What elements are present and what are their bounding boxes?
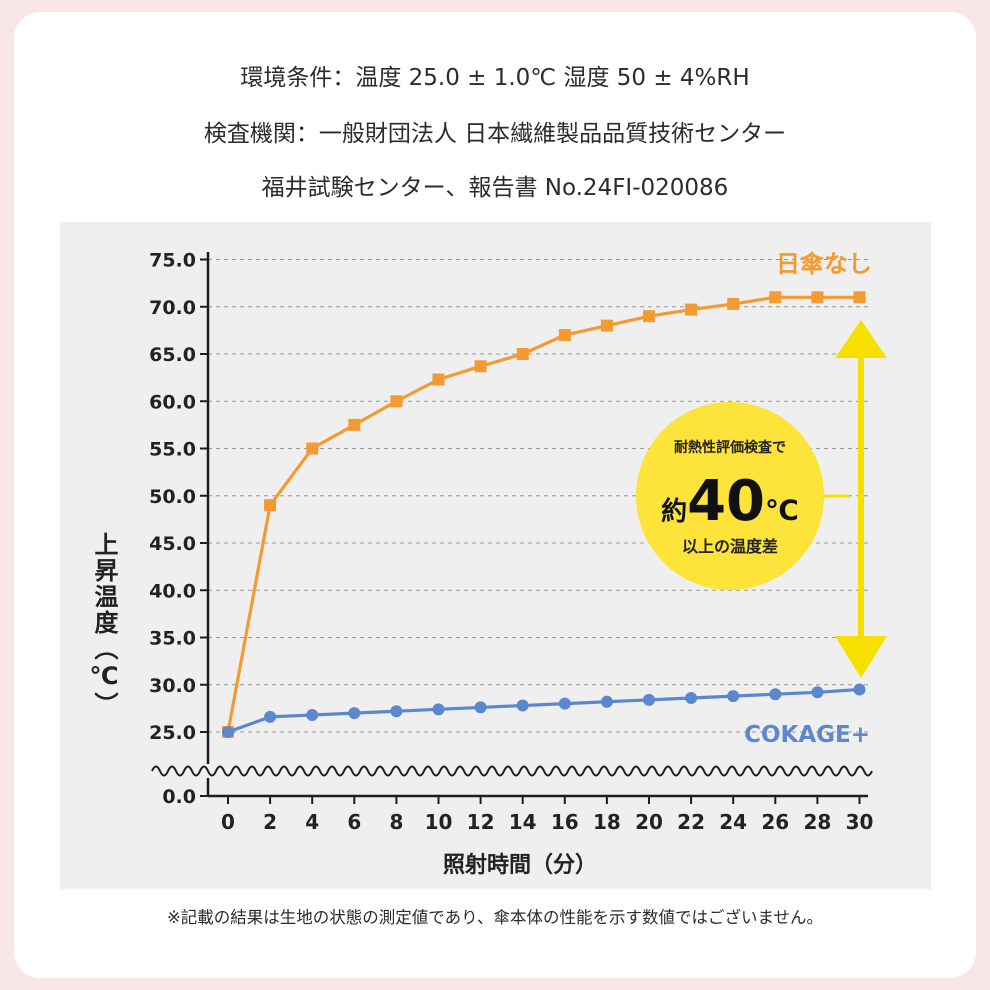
data-point: [474, 701, 487, 714]
data-point: [516, 699, 529, 712]
series-label-no-umbrella: 日傘なし: [776, 250, 872, 278]
data-point: [264, 499, 277, 512]
y-axis-label: 上昇温度（℃）: [90, 532, 118, 718]
data-point: [474, 360, 487, 373]
series-label-cokage: COKAGE+: [744, 722, 870, 748]
data-point: [769, 291, 782, 304]
x-tick-label: 30: [846, 810, 874, 834]
data-point: [306, 708, 319, 721]
callout-value: 約40℃: [661, 469, 799, 534]
difference-arrow-shaft: [858, 352, 864, 642]
x-tick-label: 4: [305, 810, 319, 834]
footnote: ※記載の結果は生地の状態の測定値であり、傘本体の性能を示す数値ではございません。: [166, 908, 823, 927]
data-point: [390, 395, 403, 408]
x-tick-label: 12: [467, 810, 495, 834]
x-tick-label: 8: [389, 810, 403, 834]
y-tick-label: 50.0: [149, 486, 196, 508]
y-tick-label: 55.0: [149, 439, 196, 461]
callout-badge: [636, 402, 824, 590]
data-point: [727, 690, 740, 703]
report-number: 福井試験センター、報告書 No.24FI-020086: [261, 175, 729, 201]
data-point: [264, 710, 277, 723]
x-tick-label: 14: [509, 810, 537, 834]
series-line-0: [226, 295, 860, 733]
x-tick-label: 28: [803, 810, 831, 834]
data-point: [853, 291, 866, 304]
chart-panel: 0.0 25.0 30.0 35.0 40.0 45.0 50.0 55.0 60.0 65.0 7…: [60, 222, 931, 889]
y-tick-label: 45.0: [149, 533, 196, 555]
callout-number: 40: [687, 469, 765, 534]
data-point: [769, 688, 782, 701]
data-point: [811, 291, 824, 304]
x-tick-label: 10: [425, 810, 453, 834]
y-tick-label: 40.0: [149, 580, 196, 602]
data-point: [685, 303, 698, 316]
data-point: [558, 329, 571, 342]
callout-prefix: 約: [661, 496, 687, 527]
data-point: [558, 697, 571, 710]
x-tick-label: 18: [593, 810, 621, 834]
data-point: [853, 683, 866, 696]
data-point: [222, 726, 234, 738]
environment-conditions: 環境条件：温度 25.0 ± 1.0℃ 湿度 50 ± 4%RH: [240, 65, 750, 91]
testing-organization: 検査機関：一般財団法人 日本繊維製品品質技術センター: [203, 121, 787, 147]
y-tick-label: 60.0: [149, 391, 196, 413]
x-tick-label: 2: [263, 810, 277, 834]
temperature-chart: 0.0 25.0 30.0 35.0 40.0 45.0 50.0 55.0 60.0 65.0 7…: [90, 250, 887, 878]
data-point: [432, 373, 445, 386]
x-tick-label: 6: [347, 810, 361, 834]
data-point: [811, 686, 824, 699]
data-point: [306, 442, 319, 455]
y-tick-label: 30.0: [149, 675, 196, 697]
difference-arrow-up-head: [835, 320, 887, 358]
x-tick-label: 16: [551, 810, 579, 834]
y-tick-label: 0.0: [162, 786, 196, 808]
data-point: [348, 418, 361, 431]
data-point: [600, 319, 613, 332]
data-point: [432, 703, 445, 716]
x-tick-label: 22: [677, 810, 705, 834]
y-tick-label: 70.0: [149, 297, 196, 319]
y-tick-label: 35.0: [149, 628, 196, 650]
data-point: [643, 693, 655, 706]
x-tick-label: 24: [719, 810, 747, 834]
data-point: [390, 705, 403, 718]
callout-line1: 耐熱性評価検査で: [674, 439, 786, 456]
data-point: [348, 707, 361, 720]
x-axis-label: 照射時間（分）: [443, 852, 597, 878]
data-point: [600, 695, 613, 708]
y-tick-label: 75.0: [149, 250, 196, 272]
difference-arrow-down-head: [835, 636, 887, 678]
data-point: [727, 297, 740, 310]
callout-line3: 以上の温度差: [682, 537, 778, 556]
series-line-1: [227, 687, 860, 734]
data-point: [516, 348, 529, 360]
callout-unit: ℃: [765, 494, 799, 527]
y-tick-label: 65.0: [149, 344, 196, 366]
axis-break-wave: [151, 765, 873, 777]
data-point: [685, 691, 698, 704]
x-tick-label: 26: [761, 810, 789, 834]
x-tick-label: 0: [221, 810, 235, 834]
data-point: [643, 310, 655, 323]
y-tick-label: 25.0: [149, 722, 196, 744]
x-tick-label: 20: [635, 810, 663, 834]
